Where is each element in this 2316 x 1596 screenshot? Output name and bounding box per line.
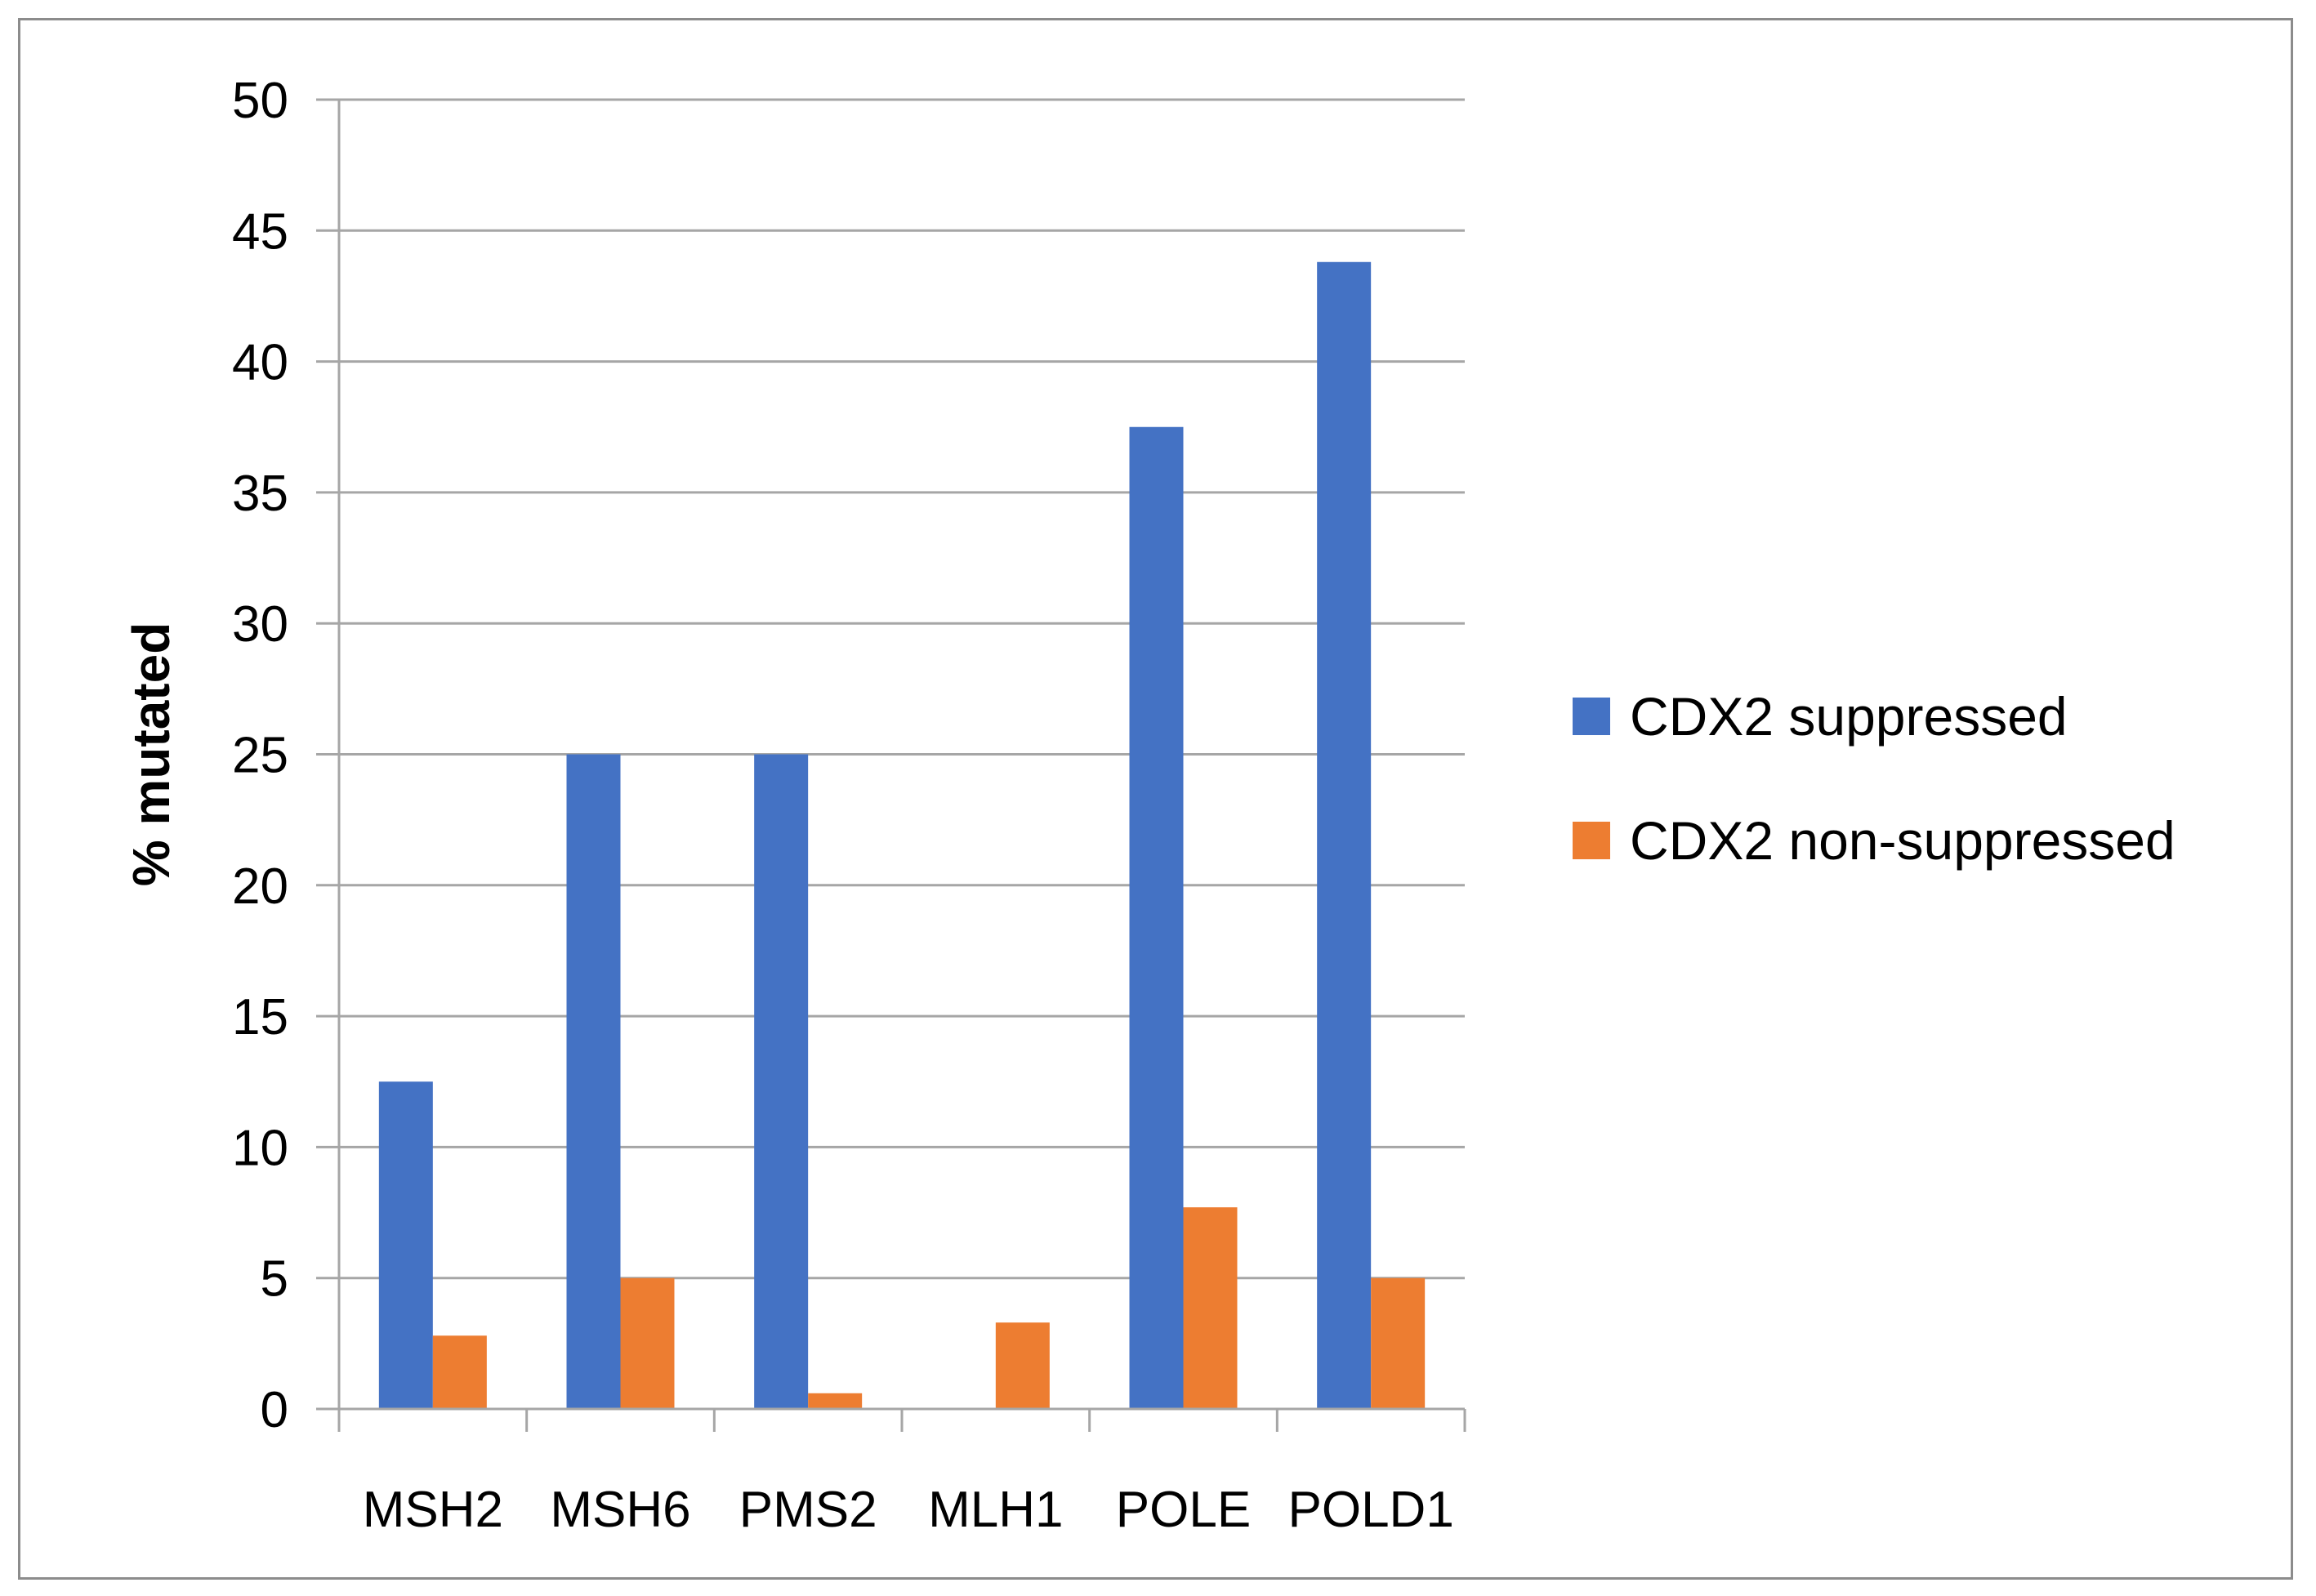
y-tick-label: 20 [232, 858, 288, 915]
bar-pole-series-2 [1183, 1207, 1238, 1409]
legend-label: CDX2 non-suppressed [1630, 810, 2175, 871]
bar-pole-series-1 [1129, 426, 1184, 1409]
y-tick-label: 35 [232, 466, 288, 522]
legend-swatch [1573, 822, 1610, 859]
bars [378, 261, 1426, 1410]
y-tick-label: 15 [232, 989, 288, 1045]
x-tick-label: MSH2 [363, 1482, 503, 1538]
x-tick-label: POLD1 [1288, 1482, 1454, 1538]
bar-msh2-series-1 [378, 1081, 433, 1409]
bar-pms2-series-1 [754, 754, 809, 1409]
bar-chart: 0 5 10 15 20 25 30 35 40 45 50 MSH2 MSH6 PMS2 MLH1 POL… [122, 73, 2175, 1538]
bar-pold1-series-1 [1317, 261, 1372, 1410]
x-tick-labels: MSH2 MSH6 PMS2 MLH1 POLE POLD1 [363, 1482, 1454, 1538]
x-tick-label: MSH6 [550, 1482, 690, 1538]
y-tick-labels: 0 5 10 15 20 25 30 35 40 45 50 [232, 73, 288, 1438]
y-axis-title: % mutated [122, 622, 181, 887]
chart-frame: 0 5 10 15 20 25 30 35 40 45 50 MSH2 MSH6 PMS2 MLH1 POL… [18, 18, 2293, 1580]
legend-label: CDX2 suppressed [1630, 686, 2068, 747]
x-tick-label: MLH1 [928, 1482, 1063, 1538]
bar-msh6-series-2 [620, 1277, 675, 1409]
gridlines [316, 98, 1465, 1280]
y-tick-label: 5 [261, 1251, 288, 1308]
y-tick-label: 45 [232, 203, 288, 260]
y-tick-label: 50 [232, 73, 288, 129]
y-tick-label: 10 [232, 1120, 288, 1176]
bar-msh6-series-1 [566, 754, 621, 1409]
y-tick-label: 40 [232, 335, 288, 391]
y-tick-label: 0 [261, 1382, 288, 1438]
bar-msh2-series-2 [432, 1335, 487, 1409]
x-tick-label: PMS2 [739, 1482, 877, 1538]
bar-mlh1-series-2 [995, 1322, 1050, 1409]
legend-swatch [1573, 698, 1610, 735]
bar-pms2-series-2 [808, 1393, 863, 1409]
axes [316, 100, 1466, 1432]
x-tick-label: POLE [1116, 1482, 1251, 1538]
y-tick-label: 25 [232, 728, 288, 784]
bar-pold1-series-2 [1371, 1277, 1426, 1409]
y-tick-label: 30 [232, 596, 288, 653]
legend: CDX2 suppressed CDX2 non-suppressed [1573, 686, 2175, 871]
